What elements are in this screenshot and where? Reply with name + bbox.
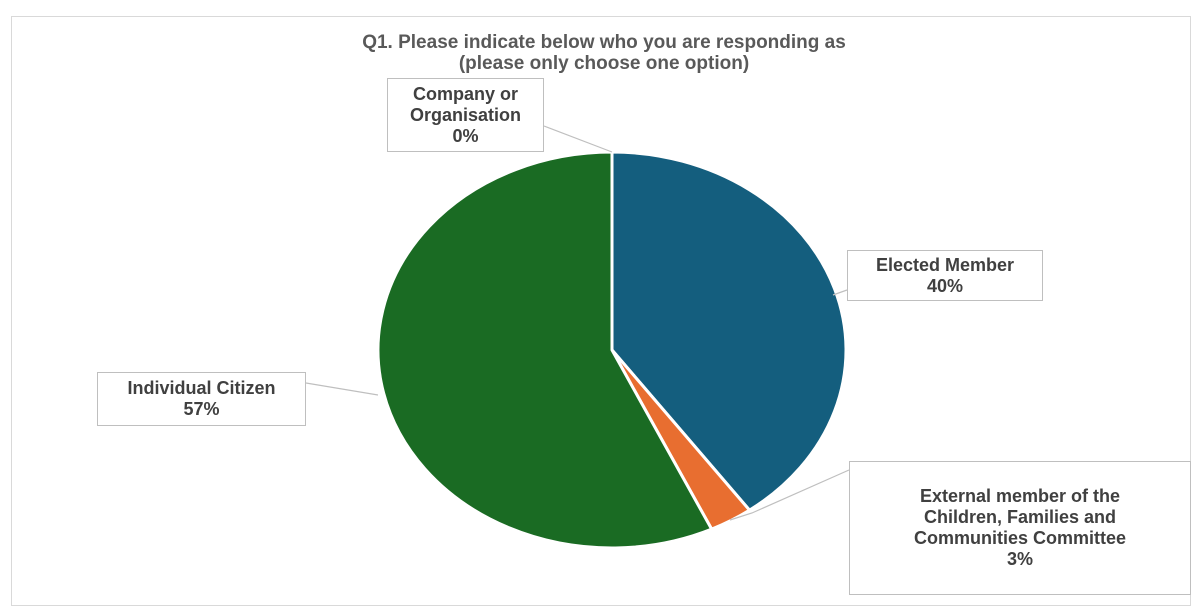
leader-line-company [543,125,613,153]
chart-title-line-2: (please only choose one option) [458,53,750,74]
data-label-company-or-organisation: Company or Organisation 0% [387,78,544,152]
chart-title: Q1. Please indicate below who you are re… [0,32,1200,74]
data-label-external-value: 3% [1006,549,1033,569]
chart-title-line-1: Q1. Please indicate below who you are re… [362,32,846,53]
data-label-elected-member: Elected Member 40% [847,250,1043,301]
data-label-external-name-line-2: Children, Families and [923,507,1117,527]
leader-line-elected [832,289,848,296]
data-label-external-name-line-3: Communities Committee [913,528,1127,548]
data-label-citizen-value: 57% [183,399,220,419]
data-label-company-value: 0% [452,125,479,146]
data-label-external-name-line-1: External member of the [919,486,1121,506]
data-label-external-member: External member of the Children, Familie… [849,461,1191,595]
leader-line-external [729,469,850,521]
data-label-citizen-name: Individual Citizen [127,378,276,398]
data-label-elected-value: 40% [926,275,964,296]
pie-slice-citizen [376,150,714,550]
data-label-company-name-line-1: Company or [412,83,518,104]
data-label-elected-name: Elected Member [875,254,1015,275]
pie-slice-elected [610,150,848,512]
data-label-individual-citizen: Individual Citizen 57% [97,372,306,426]
data-label-company-name-line-2: Organisation [409,104,521,125]
leader-line-citizen [305,382,379,396]
